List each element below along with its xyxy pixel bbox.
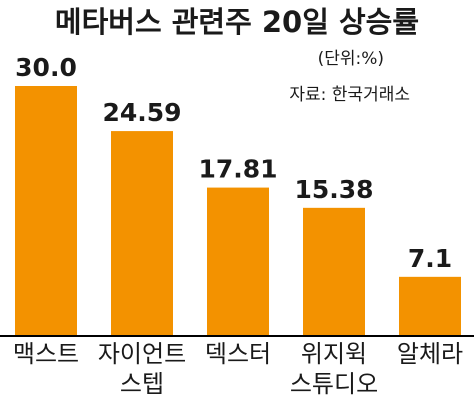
category-label-0: 맥스트 <box>13 340 79 368</box>
bar-3 <box>303 207 365 336</box>
bar-0 <box>15 86 77 336</box>
value-label-1: 24.59 <box>102 98 181 127</box>
chart-title: 메타버스 관련주 20일 상승률 <box>55 5 419 39</box>
source-note: 자료: 한국거래소 <box>289 85 410 105</box>
category-label-3-line-1: 스튜디오 <box>290 370 378 398</box>
unit-note: (단위:%) <box>318 49 384 69</box>
bar-1 <box>111 131 173 336</box>
category-label-1-line-1: 스텝 <box>120 370 164 398</box>
value-label-0: 30.0 <box>15 53 77 82</box>
value-label-2: 17.81 <box>198 155 277 184</box>
bar-2 <box>207 187 269 336</box>
category-label-3: 위지윅 <box>301 340 367 368</box>
category-label-4: 알체라 <box>397 340 463 368</box>
category-label-1: 자이언트 <box>98 340 186 368</box>
category-label-2: 덱스터 <box>205 340 271 368</box>
value-label-3: 15.38 <box>294 175 373 204</box>
value-label-4: 7.1 <box>408 244 452 273</box>
bar-4 <box>399 276 461 336</box>
